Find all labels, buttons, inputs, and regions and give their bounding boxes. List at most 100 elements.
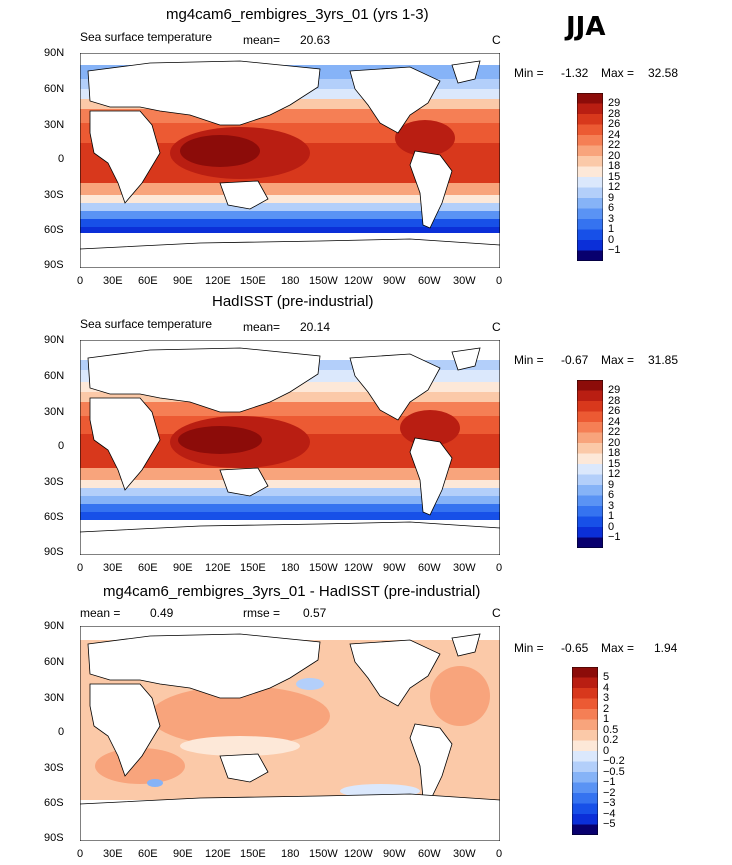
colorbar-label: 18: [608, 447, 621, 459]
panel-title: HadISST (pre-industrial): [212, 293, 374, 310]
mean-label: mean=: [243, 320, 281, 334]
min-value: -0.67: [561, 353, 589, 367]
lon-label: 150W: [309, 275, 338, 287]
max-value: 31.85: [648, 353, 679, 367]
lat-label: 30S: [44, 189, 64, 201]
lon-label: 120E: [205, 562, 231, 574]
colorbar: 29 28 26 24 22 20 18 15 12 9 6 3 1 0 −1: [576, 92, 621, 266]
lon-label: 60W: [418, 275, 441, 287]
colorbar-label: 0.2: [603, 734, 619, 746]
lon-label: 180: [281, 562, 300, 574]
lon-label: 0: [77, 848, 84, 860]
lon-label: 120E: [205, 848, 231, 860]
lon-label: 120W: [344, 275, 373, 287]
colorbar: 5 4 3 2 1 0.5 0.2 0 −0.2 −0.5 −1 −2 −3 −…: [571, 666, 625, 840]
colorbar-label: 29: [608, 97, 621, 109]
panel-title: mg4cam6_rembigres_3yrs_01 - HadISST (pre…: [103, 583, 481, 600]
colorbar-label: 6: [608, 489, 615, 501]
lat-label: 90S: [44, 546, 64, 558]
lon-label: 90W: [383, 275, 406, 287]
colorbar-label: 29: [608, 384, 621, 396]
colorbar-label: 9: [608, 478, 615, 491]
map-model: 90N 60N 30N 0 30S 60S 90S 0 30E 60E 90E …: [44, 47, 502, 287]
panel-title: mg4cam6_rembigres_3yrs_01 (yrs 1-3): [166, 6, 429, 23]
lon-label: 60W: [418, 562, 441, 574]
colorbar-label: 26: [608, 405, 621, 417]
max-label: Max =: [601, 66, 635, 80]
lon-label: 30W: [453, 562, 476, 574]
lon-label: 90E: [173, 848, 193, 860]
colorbar-label: 20: [608, 436, 621, 449]
max-label: Max =: [601, 641, 635, 655]
colorbar-label: 2: [603, 702, 610, 715]
colorbar-label: 0.5: [603, 723, 619, 736]
min-label: Min =: [514, 641, 544, 655]
lon-label: 0: [496, 562, 503, 574]
map-difference: 90N 60N 30N 0 30S 60S 90S 0 30E 60E 90E …: [44, 620, 502, 860]
colorbar-label: 3: [603, 692, 610, 704]
lon-label: 150W: [309, 848, 338, 860]
colorbar-label: 0: [608, 233, 615, 246]
lat-label: 90N: [44, 620, 65, 632]
colorbar-label: 3: [608, 499, 615, 512]
lon-label: 90E: [173, 562, 193, 574]
colorbar-label: −1: [608, 244, 621, 256]
units-label: C: [492, 320, 501, 334]
colorbar-label: 20: [608, 149, 621, 162]
colorbar-label: −3: [603, 797, 616, 809]
max-label: Max =: [601, 353, 635, 367]
lon-label: 90W: [383, 848, 406, 860]
map-svg: [80, 340, 500, 555]
colorbar-label: 18: [608, 160, 621, 172]
lon-label: 30W: [453, 848, 476, 860]
colorbar-label: −0.2: [603, 755, 625, 767]
lat-label: 30N: [44, 119, 65, 131]
colorbar-label: 6: [608, 202, 615, 214]
lon-label: 30E: [103, 562, 123, 574]
lon-label: 180: [281, 848, 300, 860]
lat-label: 60S: [44, 511, 64, 523]
lon-label: 150E: [240, 848, 266, 860]
colorbar-label: 3: [608, 212, 615, 225]
colorbar-label: 26: [608, 118, 621, 130]
colorbar-label: −2: [603, 786, 616, 799]
colorbar-label: 5: [603, 671, 610, 683]
lon-label: 150E: [240, 562, 266, 574]
lon-label: 120E: [205, 275, 231, 287]
lon-label: 60W: [418, 848, 441, 860]
lon-label: 0: [496, 848, 503, 860]
min-value: -1.32: [561, 66, 589, 80]
season-label: JJA: [566, 12, 606, 42]
lat-label: 0: [58, 440, 65, 452]
lon-label: 30W: [453, 275, 476, 287]
lat-label: 30S: [44, 762, 64, 774]
colorbar-label: 15: [608, 170, 621, 183]
lon-label: 60E: [138, 848, 158, 860]
rmse-value: 0.57: [303, 606, 327, 620]
min-value: -0.65: [561, 641, 589, 655]
colorbar-label: 22: [608, 139, 621, 151]
colorbar-label: 15: [608, 457, 621, 470]
colorbar-label: 1: [608, 510, 615, 522]
lon-label: 60E: [138, 562, 158, 574]
lon-label: 60E: [138, 275, 158, 287]
min-label: Min =: [514, 353, 544, 367]
units-label: C: [492, 606, 501, 620]
variable-label: Sea surface temperature: [80, 30, 213, 44]
colorbar-label: 12: [608, 468, 621, 480]
lon-label: 30E: [103, 848, 123, 860]
colorbar-label: 28: [608, 394, 621, 407]
lat-label: 90N: [44, 47, 65, 59]
lat-label: 30N: [44, 406, 65, 418]
colorbar-label: 1: [603, 713, 610, 725]
lon-label: 150W: [309, 562, 338, 574]
lat-label: 0: [58, 153, 65, 165]
colorbar-label: 4: [603, 681, 610, 694]
colorbar-label: −4: [603, 807, 616, 820]
colorbar-label: 0: [603, 744, 610, 757]
max-value: 1.94: [654, 641, 678, 655]
colorbar-svg: [576, 379, 604, 549]
max-value: 32.58: [648, 66, 679, 80]
colorbar-svg: [571, 666, 599, 836]
units-label: C: [492, 33, 501, 47]
